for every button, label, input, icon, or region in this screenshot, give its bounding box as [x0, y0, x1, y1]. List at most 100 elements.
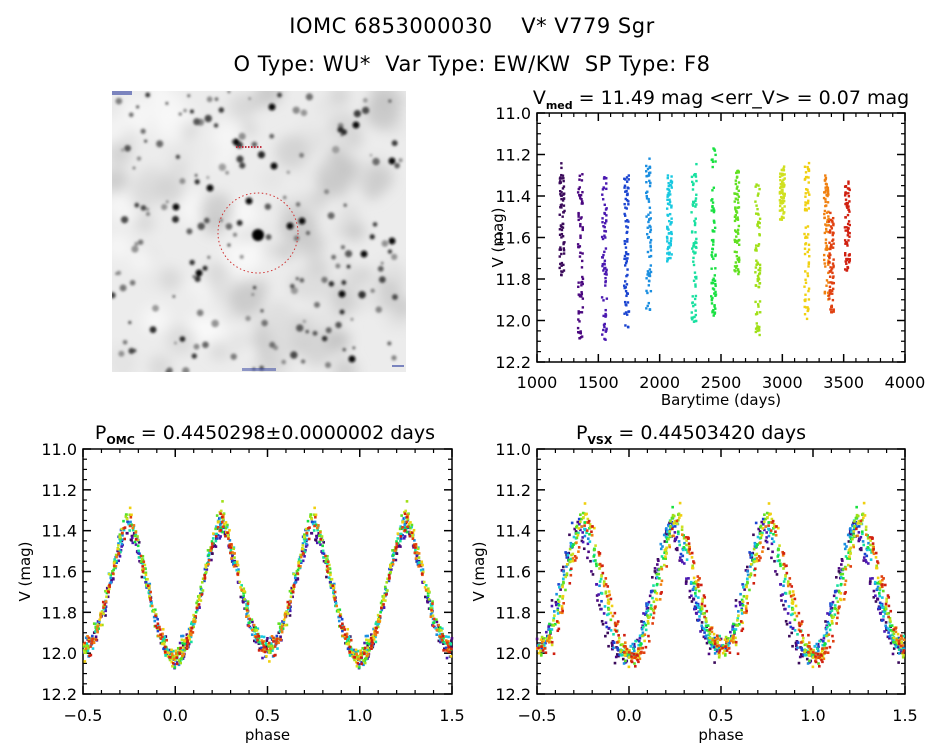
data-point [311, 522, 315, 526]
data-point [363, 641, 366, 645]
data-point [791, 600, 795, 604]
data-point [254, 640, 258, 644]
data-point [577, 187, 580, 191]
data-point [798, 624, 802, 628]
data-point [798, 629, 802, 633]
data-point [543, 640, 547, 643]
data-point [807, 243, 811, 246]
data-point [693, 606, 697, 610]
data-point [449, 642, 453, 646]
data-point [620, 648, 623, 652]
data-point [623, 242, 627, 246]
data-point [357, 663, 361, 666]
data-point [650, 589, 654, 593]
data-point [667, 182, 670, 185]
data-point [642, 612, 645, 615]
season-1 [576, 173, 585, 340]
data-point [171, 664, 174, 668]
data-point [891, 629, 894, 633]
data-point [204, 566, 208, 569]
data-point [144, 571, 148, 575]
data-point [562, 565, 565, 569]
data-point [314, 538, 317, 542]
data-point [82, 649, 86, 652]
data-point [413, 539, 416, 542]
data-point [880, 575, 884, 578]
data-point [141, 568, 144, 572]
data-point [807, 641, 811, 644]
data-point [695, 193, 698, 196]
data-point [276, 640, 280, 644]
data-point [389, 570, 393, 574]
data-point [606, 631, 610, 635]
data-point [825, 204, 828, 207]
data-point [705, 620, 708, 623]
data-point [272, 636, 275, 640]
data-point [646, 291, 649, 295]
data-point [356, 662, 360, 665]
data-point [846, 234, 850, 237]
data-point [279, 625, 282, 629]
data-point [814, 660, 818, 664]
data-point [130, 536, 134, 540]
y-tick-label: 11.6 [41, 563, 77, 582]
data-point [627, 203, 630, 206]
data-point [700, 621, 704, 624]
data-point [154, 614, 157, 618]
data-point [304, 545, 308, 548]
data-point [394, 558, 398, 562]
data-point [892, 632, 896, 636]
data-point [544, 641, 547, 645]
data-point [764, 517, 767, 521]
data-point [156, 623, 160, 627]
data-point [774, 570, 777, 573]
data-point [754, 212, 758, 215]
data-point [694, 313, 698, 317]
data-point [749, 565, 752, 568]
data-point [580, 280, 584, 284]
data-point [408, 534, 412, 538]
data-point [648, 615, 652, 619]
data-point [784, 599, 787, 603]
data-point [741, 600, 745, 603]
data-point [612, 646, 615, 650]
data-point [560, 203, 563, 206]
data-point [685, 577, 688, 580]
data-point [838, 605, 841, 608]
data-point [692, 576, 696, 580]
data-point [695, 237, 698, 241]
data-point [846, 244, 849, 247]
data-point [417, 552, 421, 555]
data-point [143, 563, 147, 567]
data-point [837, 606, 841, 610]
data-point [806, 272, 809, 275]
data-point [309, 513, 313, 516]
data-point [625, 650, 629, 653]
data-point [562, 197, 566, 200]
data-point [439, 632, 443, 636]
data-point [893, 641, 897, 644]
data-point [203, 577, 207, 580]
data-point [831, 221, 834, 224]
data-point [853, 520, 856, 523]
data-point [695, 580, 698, 583]
data-point [550, 599, 554, 602]
data-point [295, 570, 299, 573]
data-point [542, 639, 546, 643]
data-point [413, 551, 417, 555]
data-point [831, 282, 834, 285]
data-point [806, 650, 810, 654]
data-point [376, 620, 380, 623]
data-point [797, 621, 801, 625]
data-point [297, 566, 301, 569]
data-point [565, 556, 569, 559]
data-point [281, 620, 284, 623]
data-point [297, 564, 301, 568]
data-point [755, 249, 758, 252]
data-point [853, 525, 856, 528]
data-point [852, 543, 855, 547]
data-point [272, 640, 275, 643]
data-point [604, 312, 607, 316]
data-point [861, 530, 864, 534]
data-point [600, 599, 603, 603]
